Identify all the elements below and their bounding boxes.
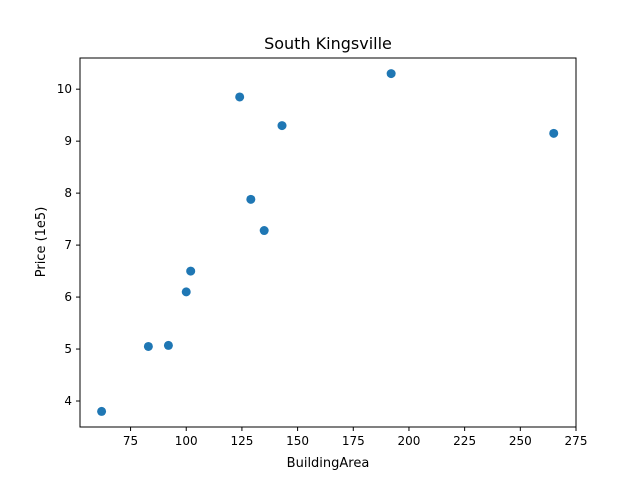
plot-area [79, 57, 577, 428]
data-point [549, 128, 559, 138]
x-tick-label: 225 [453, 434, 476, 448]
data-point [259, 226, 269, 236]
data-points [97, 69, 559, 416]
x-axis-label: BuildingArea [287, 456, 370, 471]
y-tick-label: 10 [57, 82, 72, 96]
data-point [235, 92, 245, 102]
y-tick-label: 7 [64, 238, 72, 252]
data-point [163, 340, 173, 350]
data-point [277, 121, 287, 131]
y-tick-label: 6 [64, 290, 72, 304]
x-tick-label: 250 [509, 434, 532, 448]
x-tick-label: 200 [398, 434, 421, 448]
x-axis: 75 100 125 150 175 200 225 250 275 [123, 427, 588, 448]
data-point [181, 287, 191, 297]
data-point [386, 69, 396, 79]
y-tick-label: 5 [64, 342, 72, 356]
x-tick-label: 150 [286, 434, 309, 448]
x-tick-label: 175 [342, 434, 365, 448]
y-axis: 4 5 6 7 8 9 10 [57, 82, 80, 408]
x-tick-label: 125 [230, 434, 253, 448]
y-tick-label: 9 [64, 134, 72, 148]
data-point [186, 266, 196, 276]
y-tick-label: 4 [64, 394, 72, 408]
x-tick-label: 275 [565, 434, 588, 448]
y-tick-label: 8 [64, 186, 72, 200]
data-point [143, 341, 153, 351]
y-axis-label: Price (1e5) [34, 207, 49, 278]
chart-title: South Kingsville [264, 34, 392, 53]
x-tick-label: 100 [175, 434, 198, 448]
data-point [97, 406, 107, 416]
x-tick-label: 75 [123, 434, 138, 448]
data-point [246, 194, 256, 204]
